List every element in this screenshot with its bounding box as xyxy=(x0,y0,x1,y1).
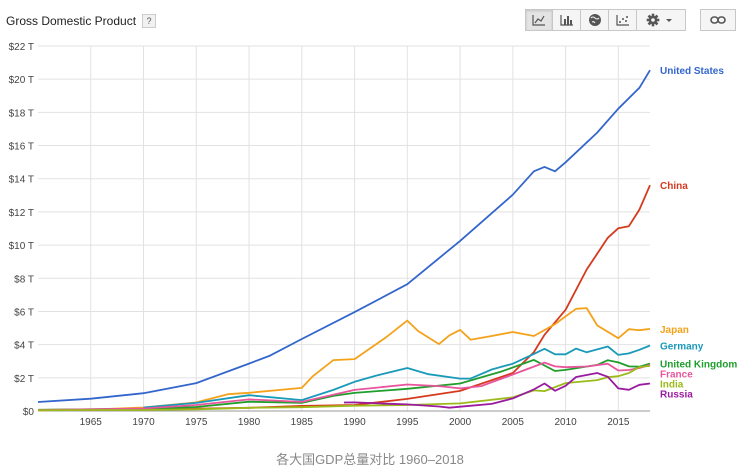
map-view-button[interactable] xyxy=(581,9,609,31)
y-tick-label: $2 T xyxy=(14,374,34,385)
help-button[interactable]: ? xyxy=(142,14,157,28)
x-tick-label: 2010 xyxy=(554,417,577,428)
chevron-down-icon xyxy=(666,19,672,22)
gear-icon xyxy=(646,13,672,27)
x-axis-ticks: 1965 1970 1975 1980 1985 1990 1995 2000 2005 2010… xyxy=(80,417,630,428)
scatter-icon xyxy=(615,15,629,26)
gridlines xyxy=(38,45,650,412)
series-line-india[interactable] xyxy=(37,365,651,412)
series-label-india: India xyxy=(660,380,684,391)
series-label-japan: Japan xyxy=(660,325,689,336)
link-icon xyxy=(710,16,726,24)
series-lines xyxy=(37,69,651,412)
chart-header: Gross Domestic Product ? xyxy=(6,14,157,28)
y-tick-label: $18 T xyxy=(9,108,34,119)
series-line-france[interactable] xyxy=(37,361,651,411)
bar-chart-view-button[interactable] xyxy=(553,9,581,31)
line-chart-icon xyxy=(532,15,545,26)
series-label-china: China xyxy=(660,181,688,192)
series-line-germany[interactable] xyxy=(143,344,651,409)
series-line-russia[interactable] xyxy=(343,372,651,409)
x-tick-label: 1965 xyxy=(80,417,103,428)
link-group xyxy=(700,9,736,31)
y-tick-label: $6 T xyxy=(14,307,34,318)
y-tick-label: $0 xyxy=(23,407,35,418)
y-tick-label: $16 T xyxy=(9,142,34,153)
line-chart-view-button[interactable] xyxy=(525,9,553,31)
link-button[interactable] xyxy=(700,9,736,31)
series-line-china[interactable] xyxy=(37,184,651,411)
y-tick-label: $20 T xyxy=(9,75,34,86)
series-label-france: France xyxy=(660,370,693,381)
bar-chart-icon xyxy=(559,15,573,26)
x-tick-label: 1975 xyxy=(185,417,208,428)
series-label-germany: Germany xyxy=(660,342,704,353)
y-tick-label: $14 T xyxy=(9,175,34,186)
x-tick-label: 2005 xyxy=(502,417,525,428)
x-tick-label: 1985 xyxy=(291,417,314,428)
x-tick-label: 1990 xyxy=(343,417,366,428)
x-tick-label: 1995 xyxy=(396,417,419,428)
x-tick-label: 1970 xyxy=(132,417,155,428)
series-line-united-kingdom[interactable] xyxy=(37,358,651,411)
view-toggle-group xyxy=(525,9,637,31)
y-tick-label: $8 T xyxy=(14,274,34,285)
settings-group xyxy=(636,9,686,31)
x-tick-label: 1980 xyxy=(238,417,261,428)
figure-caption: 各大国GDP总量对比 1960–2018 xyxy=(276,452,464,467)
series-label-united-states: United States xyxy=(660,66,724,77)
y-tick-label: $22 T xyxy=(9,42,34,53)
series-line-united-states[interactable] xyxy=(37,69,651,403)
x-tick-label: 2000 xyxy=(449,417,472,428)
series-label-united-kingdom: United Kingdom xyxy=(660,360,737,371)
y-tick-label: $4 T xyxy=(14,341,34,352)
series-labels: United States China Japan Germany United Kin… xyxy=(660,66,737,400)
globe-icon xyxy=(588,14,601,26)
y-axis-ticks: $0 $2 T $4 T $6 T $8 T $10 T $12 T $14 T $16 T $1… xyxy=(9,42,35,418)
y-tick-label: $10 T xyxy=(9,241,34,252)
x-tick-label: 2015 xyxy=(607,417,630,428)
gdp-line-chart: $0 $2 T $4 T $6 T $8 T $10 T $12 T $14 T $16 T $1… xyxy=(9,42,738,428)
series-line-japan[interactable] xyxy=(37,307,651,412)
series-label-russia: Russia xyxy=(660,390,693,401)
y-tick-label: $12 T xyxy=(9,208,34,219)
settings-button[interactable] xyxy=(636,9,686,31)
chart-title: Gross Domestic Product xyxy=(6,14,137,28)
